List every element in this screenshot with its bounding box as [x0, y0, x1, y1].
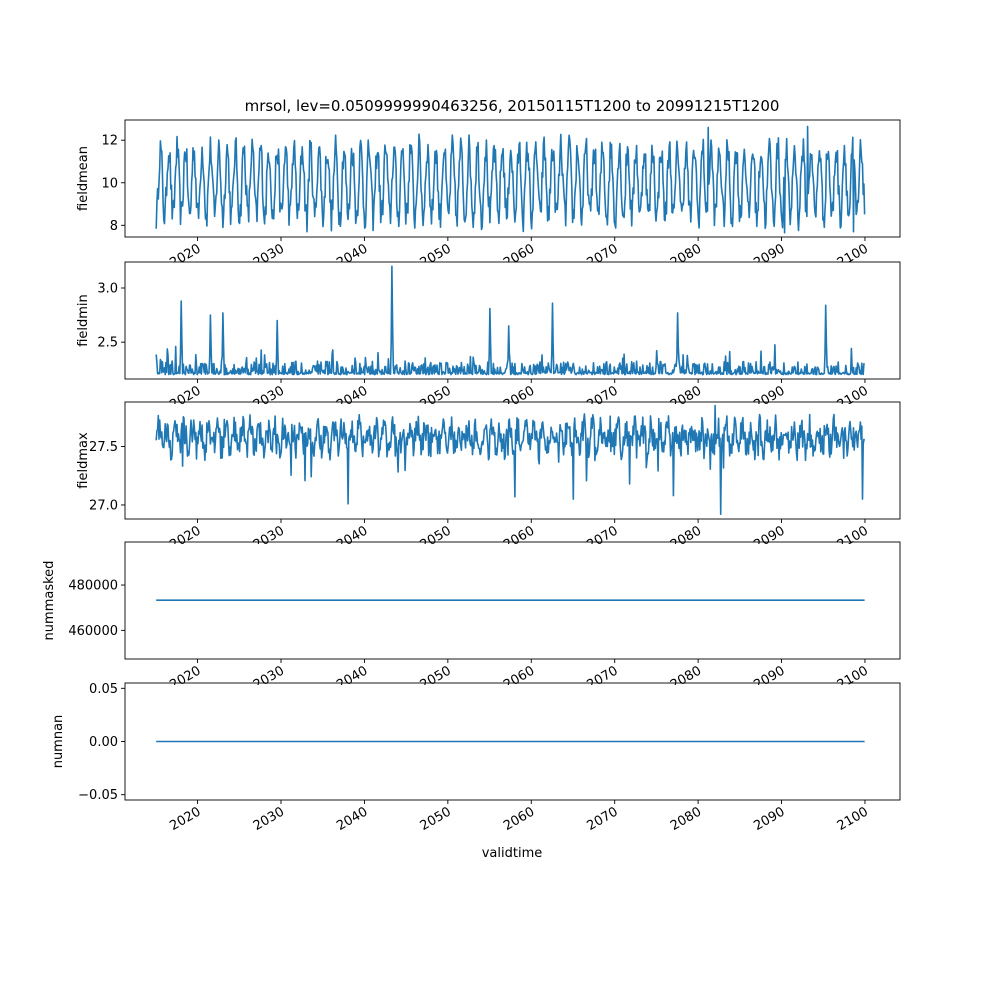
x-tick-label: 2060	[501, 663, 537, 693]
y-tick-label: 460000	[68, 624, 118, 639]
x-tick-label: 2060	[501, 804, 537, 834]
x-tick-label: 2020	[167, 241, 203, 271]
x-tick-label: 2030	[251, 663, 287, 693]
x-tick-label: 2070	[585, 523, 621, 553]
y-axis-label: fieldmin	[76, 294, 91, 347]
x-tick-label: 2060	[501, 383, 537, 413]
x-tick-label: 2080	[668, 804, 704, 834]
x-tick-label: 2090	[751, 804, 787, 834]
series-line-fieldmax	[155, 404, 866, 516]
x-ticks: 2020 2030 2040 2050 2060 2070 2080 2090 2100	[167, 800, 871, 834]
y-tick-label: 8	[110, 219, 118, 234]
x-tick-label: 2090	[751, 383, 787, 413]
chart-title: mrsol, lev=0.0509999990463256, 20150115T…	[245, 97, 780, 115]
x-tick-label: 2090	[751, 241, 787, 271]
x-tick-label: 2070	[585, 804, 621, 834]
y-tick-label: 27.5	[89, 440, 118, 455]
x-tick-label: 2080	[668, 383, 704, 413]
x-tick-label: 2050	[418, 383, 454, 413]
x-tick-label: 2040	[334, 241, 370, 271]
x-tick-label: 2050	[418, 804, 454, 834]
y-tick-label: 10	[101, 176, 118, 191]
x-ticks: 2020 2030 2040 2050 2060 2070 2080 2090 2100	[167, 659, 871, 693]
y-axis-label: numnan	[51, 715, 66, 769]
x-tick-label: 2060	[501, 241, 537, 271]
x-tick-label: 2050	[418, 523, 454, 553]
x-tick-label: 2030	[251, 383, 287, 413]
x-tick-label: 2100	[835, 663, 871, 693]
axes-frame	[124, 119, 901, 238]
x-tick-label: 2040	[334, 663, 370, 693]
y-axis-label: fieldmax	[76, 432, 91, 489]
y-axis-label: nummasked	[42, 561, 57, 641]
x-tick-label: 2100	[835, 241, 871, 271]
x-tick-label: 2020	[167, 804, 203, 834]
x-tick-label: 2080	[668, 663, 704, 693]
x-ticks: 2020 2030 2040 2050 2060 2070 2080 2090 2100	[167, 237, 871, 271]
axes-frame	[124, 401, 901, 520]
x-tick-label: 2050	[418, 663, 454, 693]
y-tick-label: 2.5	[97, 336, 118, 351]
x-ticks: 2020 2030 2040 2050 2060 2070 2080 2090 2100	[167, 379, 871, 413]
x-tick-label: 2100	[835, 383, 871, 413]
y-tick-label: 12	[101, 134, 118, 149]
axes-frame	[124, 261, 901, 380]
x-tick-label: 2070	[585, 383, 621, 413]
y-tick-label: 480000	[68, 579, 118, 594]
x-tick-label: 2050	[418, 241, 454, 271]
x-tick-label: 2100	[835, 804, 871, 834]
y-tick-label: 0.05	[89, 682, 118, 697]
x-tick-label: 2040	[334, 804, 370, 834]
x-ticks: 2020 2030 2040 2050 2060 2070 2080 2090 2100	[167, 519, 871, 553]
y-tick-label: 3.0	[97, 282, 118, 297]
y-tick-label: 27.0	[89, 498, 118, 513]
x-tick-label: 2030	[251, 241, 287, 271]
subplot-nummasked: 460000 480000 nummasked 2020 2030 2040 2050 206…	[42, 541, 901, 693]
x-tick-label: 2080	[668, 523, 704, 553]
x-tick-label: 2090	[751, 523, 787, 553]
axes-frame	[124, 541, 901, 660]
x-tick-label: 2030	[251, 804, 287, 834]
x-tick-label: 2070	[585, 663, 621, 693]
x-tick-label: 2020	[167, 523, 203, 553]
x-tick-label: 2060	[501, 523, 537, 553]
x-tick-label: 2030	[251, 523, 287, 553]
x-tick-label: 2020	[167, 383, 203, 413]
series-line-fieldmin	[155, 265, 865, 376]
x-tick-label: 2090	[751, 663, 787, 693]
x-tick-label: 2040	[334, 383, 370, 413]
y-axis-label: fieldmean	[76, 146, 91, 211]
x-tick-label: 2070	[585, 241, 621, 271]
x-tick-label: 2100	[835, 523, 871, 553]
x-tick-label: 2040	[334, 523, 370, 553]
x-tick-label: 2020	[167, 663, 203, 693]
y-tick-label: −0.05	[78, 788, 118, 803]
x-tick-label: 2080	[668, 241, 704, 271]
y-tick-label: 0.00	[89, 735, 118, 750]
series-line-fieldmean	[155, 125, 866, 234]
x-axis-label: validtime	[482, 846, 543, 861]
